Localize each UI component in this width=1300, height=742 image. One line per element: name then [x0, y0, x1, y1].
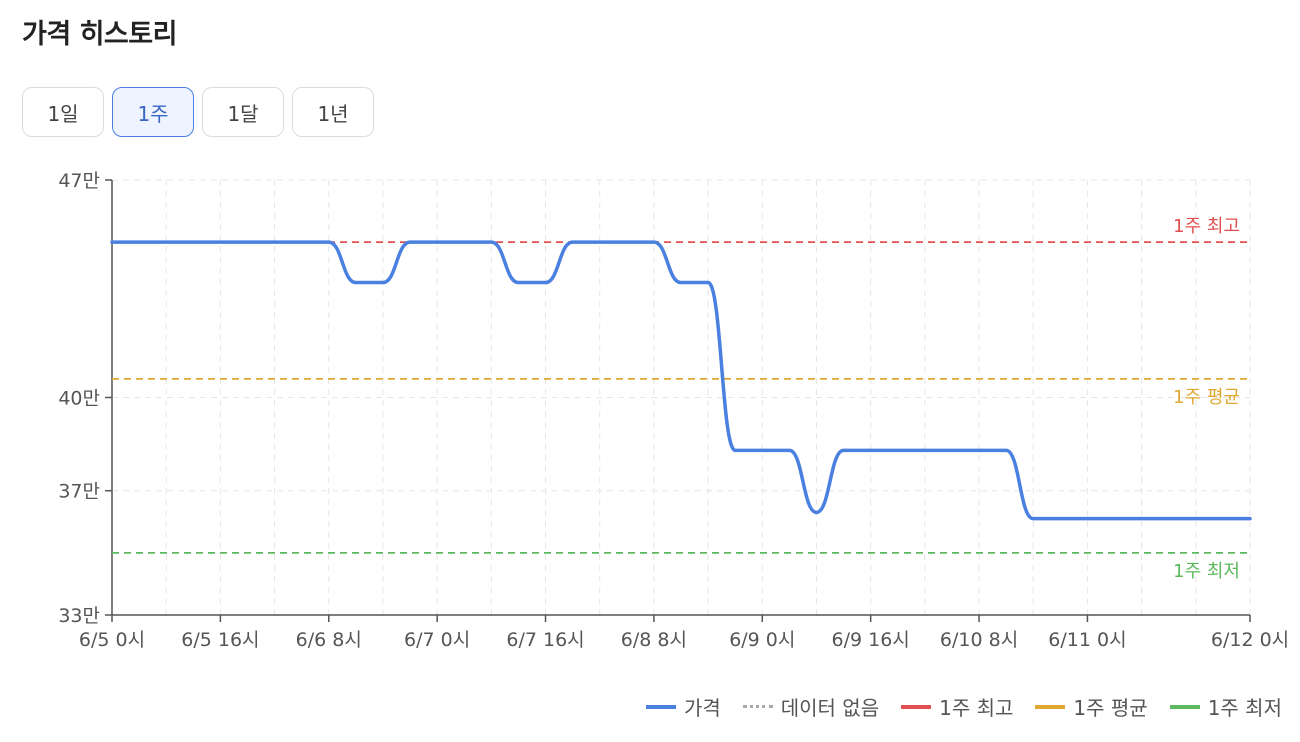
legend-item-no-data[interactable]: 데이터 없음	[742, 692, 880, 721]
page-title: 가격 히스토리	[22, 19, 177, 50]
tab-1week[interactable]: 1주	[112, 87, 194, 137]
reference-label-low: 1주 최저	[1173, 561, 1240, 582]
reference-label-avg: 1주 평균	[1173, 387, 1240, 408]
legend-label-high: 1주 최고	[939, 696, 1014, 720]
legend-label-no-data: 데이터 없음	[780, 696, 880, 720]
x-tick-label: 6/10 8시	[940, 629, 1018, 651]
y-tick-label: 47만	[58, 170, 100, 192]
legend-label-avg: 1주 평균	[1073, 696, 1148, 720]
legend-swatch-price	[645, 704, 676, 709]
x-tick-label: 6/7 0시	[404, 629, 470, 651]
x-tick-label: 6/9 16시	[832, 629, 910, 651]
legend-item-avg[interactable]: 1주 평균	[1035, 692, 1148, 721]
legend-item-low[interactable]: 1주 최저	[1169, 692, 1282, 721]
tab-1year[interactable]: 1년	[292, 87, 374, 137]
legend-label-low: 1주 최저	[1207, 696, 1282, 720]
legend-item-high[interactable]: 1주 최고	[901, 692, 1013, 721]
reference-label-high: 1주 최고	[1173, 216, 1240, 237]
legend-swatch-avg	[1035, 704, 1066, 709]
x-tick-label: 6/8 8시	[621, 629, 687, 651]
x-tick-label: 6/12 0시	[1211, 629, 1289, 651]
y-tick-label: 33만	[58, 605, 100, 627]
range-tabs: 1일 1주 1달 1년	[22, 87, 374, 137]
legend-swatch-no-data	[742, 705, 773, 708]
x-tick-label: 6/11 0시	[1048, 629, 1126, 651]
x-tick-label: 6/5 0시	[79, 629, 145, 651]
tab-1day[interactable]: 1일	[22, 87, 104, 137]
legend-swatch-low	[1169, 704, 1200, 709]
x-tick-label: 6/9 0시	[729, 629, 795, 651]
legend-swatch-high	[901, 704, 932, 709]
x-tick-label: 6/6 8시	[296, 629, 362, 651]
x-tick-label: 6/7 16시	[506, 629, 584, 651]
series-line-price	[110, 240, 1252, 521]
y-tick-label: 37만	[58, 481, 100, 503]
tab-1month[interactable]: 1달	[202, 87, 284, 137]
y-tick-label: 40만	[58, 388, 100, 410]
legend-label-price: 가격	[683, 696, 721, 720]
legend-item-price[interactable]: 가격	[645, 692, 721, 721]
x-tick-label: 6/5 16시	[181, 629, 259, 651]
chart-legend: 가격 데이터 없음 1주 최고 1주 평균 1주 최저	[645, 692, 1282, 721]
